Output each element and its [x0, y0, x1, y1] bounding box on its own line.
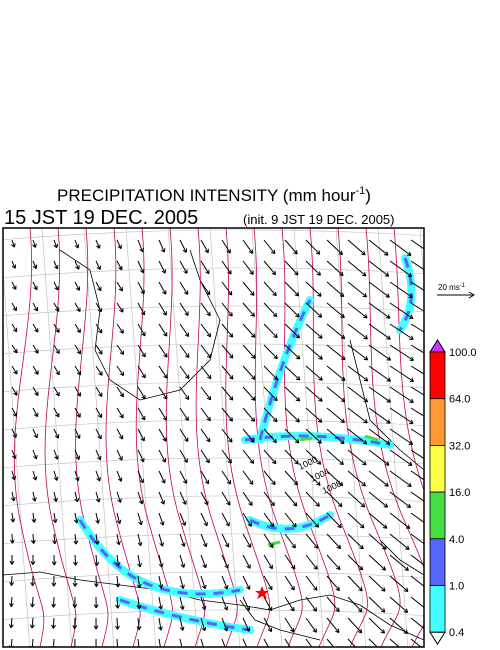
- colorbar-label: 64.0: [449, 394, 470, 406]
- contour-label: 1008: [321, 478, 343, 496]
- title-exponent: -1: [356, 185, 366, 197]
- colorbar-label: 100.0: [449, 347, 477, 359]
- colorbar-bin: [429, 351, 446, 400]
- precip-heavy: [267, 434, 379, 547]
- title: PRECIPITATION INTENSITY (mm hour-1): [57, 185, 371, 205]
- contour-label: 1000: [297, 454, 319, 472]
- colorbar-label: 16.0: [449, 487, 470, 499]
- colorbar-bin: [429, 585, 446, 633]
- colorbar: 100.0 64.0 32.0 16.0 4.0 1.0 0.4: [429, 339, 477, 646]
- colorbar-under: [429, 631, 446, 646]
- precip-moderate: [78, 519, 241, 596]
- colorbar-label: 32.0: [449, 440, 470, 452]
- title-close: ): [365, 186, 371, 205]
- precip-moderate: [258, 299, 312, 441]
- colorbar-bin: [429, 538, 446, 586]
- location-star: [255, 586, 269, 599]
- valid-time: 15 JST 19 DEC. 2005: [4, 207, 198, 229]
- map-frame: [2, 227, 425, 648]
- contour-label: 1004: [309, 466, 331, 484]
- wind-vectors: [8, 239, 424, 647]
- wind-reference-exponent: -1: [460, 283, 466, 289]
- colorbar-label: 4.0: [449, 534, 464, 546]
- colorbar-label: 1.0: [449, 581, 464, 593]
- pressure-contours: [13, 228, 424, 647]
- colorbar-bin: [429, 444, 446, 493]
- colorbar-bin: [429, 398, 446, 446]
- colorbar-over: [429, 339, 446, 353]
- precip-moderate: [244, 434, 391, 447]
- title-text: PRECIPITATION INTENSITY (mm hour: [57, 186, 356, 205]
- wind-reference-text: 20 ms: [438, 283, 460, 292]
- wind-reference-arrow: [437, 291, 475, 299]
- wind-reference-label: 20 ms-1: [438, 283, 466, 292]
- precip-moderate: [249, 513, 331, 531]
- init-time: (init. 9 JST 19 DEC. 2005): [243, 212, 395, 227]
- colorbar-label: 0.4: [449, 627, 464, 639]
- colorbar-bin: [429, 491, 446, 540]
- precip-light: [116, 596, 254, 634]
